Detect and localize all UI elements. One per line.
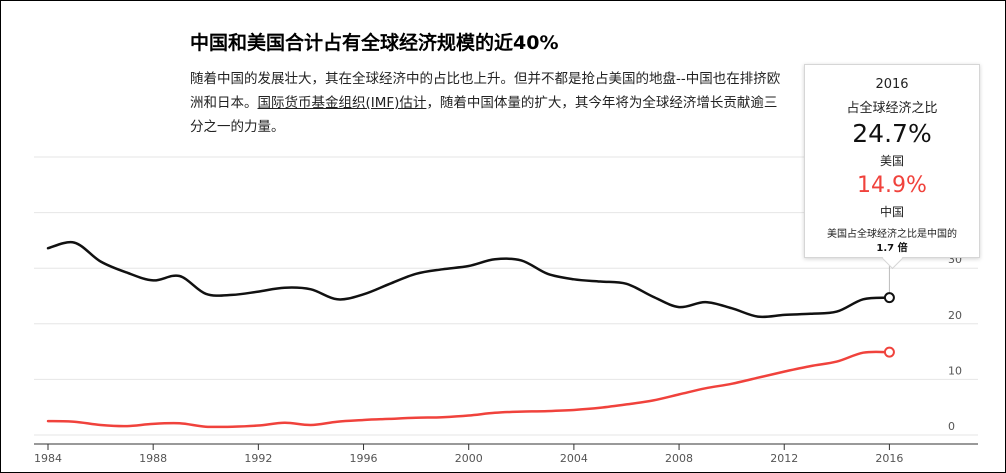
tooltip-china-label: 中国: [879, 205, 904, 219]
china-series-line: [46, 350, 891, 429]
series-lines: [46, 240, 891, 429]
end-markers[interactable]: [883, 292, 895, 358]
intro-text-2: ，随着中国体量的扩大，其今年将为全球经济增长贡献逾三分之一的力量。: [190, 95, 778, 135]
imf-source-link[interactable]: 国际货币基金组织(IMF)估计: [257, 95, 427, 111]
tooltip-year: 2016: [875, 77, 909, 92]
tooltip-ratio-value: 1.7 倍: [876, 243, 908, 254]
y-tick-label: 0: [948, 420, 955, 433]
x-tick-label: 2000: [455, 452, 483, 465]
x-tick-label: 2012: [770, 452, 798, 465]
tooltip-ratio-label: 美国占全球经济之比是中国的: [827, 229, 957, 240]
x-tick-label: 2016: [875, 452, 903, 465]
chart-title: 中国和美国合计占有全球经济规模的近40%: [190, 32, 559, 54]
tooltip-us-value: 24.7%: [852, 119, 932, 148]
x-tick-label: 1992: [244, 452, 272, 465]
intro-paragraph: 随着中国的发展壮大，其在全球经济中的占比也上升。但并不都是抢占美国的地盘--中国…: [190, 67, 785, 139]
x-tick-label: 1984: [34, 452, 62, 465]
tooltip-us-label: 美国: [879, 154, 904, 168]
us-end-marker[interactable]: [883, 292, 895, 304]
x-axis: 1984 1988 1992 1996 2000 2004 2008 2012 2016: [34, 443, 978, 465]
tooltip-subtitle: 占全球经济之比: [846, 101, 938, 116]
y-tick-label: 10: [948, 364, 962, 377]
y-tick-label: 20: [948, 309, 962, 322]
hover-tooltip: 2016 占全球经济之比 24.7% 美国 14.9% 中国 美国占全球经济之比…: [804, 64, 980, 258]
x-tick-label: 1988: [139, 452, 167, 465]
china-end-marker[interactable]: [883, 346, 895, 358]
tooltip-china-value: 14.9%: [857, 173, 927, 198]
intro-text-1: 随着中国的发展壮大，其在全球经济中的占比也上升。但并不都是抢占美国的地盘--中国…: [190, 71, 781, 111]
x-tick-label: 2004: [560, 452, 588, 465]
x-tick-label: 1996: [350, 452, 378, 465]
x-tick-label: 2008: [665, 452, 693, 465]
us-series-line: [46, 240, 891, 319]
